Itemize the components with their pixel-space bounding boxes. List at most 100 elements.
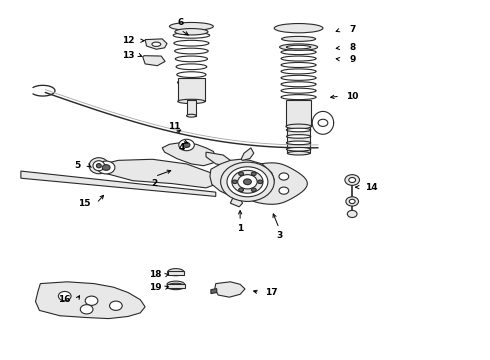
Polygon shape bbox=[162, 143, 216, 166]
Ellipse shape bbox=[287, 141, 311, 145]
Text: 10: 10 bbox=[346, 91, 358, 100]
Ellipse shape bbox=[175, 28, 208, 35]
Text: 14: 14 bbox=[366, 183, 378, 192]
Text: 17: 17 bbox=[266, 288, 278, 297]
Ellipse shape bbox=[174, 48, 208, 54]
Polygon shape bbox=[211, 289, 217, 294]
Text: 12: 12 bbox=[122, 36, 134, 45]
Text: 4: 4 bbox=[178, 143, 185, 152]
Ellipse shape bbox=[167, 281, 185, 288]
Text: 16: 16 bbox=[58, 295, 71, 304]
Circle shape bbox=[183, 143, 190, 148]
Text: 6: 6 bbox=[177, 18, 184, 27]
Text: 2: 2 bbox=[152, 179, 158, 188]
Ellipse shape bbox=[168, 269, 184, 276]
Ellipse shape bbox=[281, 88, 316, 93]
Circle shape bbox=[244, 179, 251, 185]
Ellipse shape bbox=[282, 36, 316, 41]
Ellipse shape bbox=[175, 56, 207, 62]
Ellipse shape bbox=[176, 64, 207, 69]
Ellipse shape bbox=[178, 99, 205, 104]
Bar bbox=[167, 284, 185, 288]
Circle shape bbox=[98, 161, 115, 174]
Ellipse shape bbox=[281, 56, 316, 61]
Ellipse shape bbox=[287, 45, 311, 49]
Ellipse shape bbox=[170, 22, 213, 30]
Circle shape bbox=[345, 175, 360, 185]
Polygon shape bbox=[244, 163, 307, 204]
Ellipse shape bbox=[287, 135, 311, 138]
Polygon shape bbox=[230, 198, 243, 207]
Text: 13: 13 bbox=[122, 51, 134, 60]
Ellipse shape bbox=[97, 163, 101, 168]
Ellipse shape bbox=[281, 75, 316, 80]
Ellipse shape bbox=[152, 42, 161, 46]
Circle shape bbox=[238, 175, 257, 189]
Text: 11: 11 bbox=[168, 122, 181, 131]
Circle shape bbox=[251, 172, 256, 176]
Circle shape bbox=[279, 187, 289, 194]
Bar bbox=[288, 126, 310, 153]
Polygon shape bbox=[206, 152, 230, 166]
Circle shape bbox=[347, 210, 357, 217]
Ellipse shape bbox=[89, 158, 109, 174]
Ellipse shape bbox=[280, 44, 318, 50]
Ellipse shape bbox=[281, 50, 316, 55]
Text: 7: 7 bbox=[349, 26, 355, 35]
Text: 15: 15 bbox=[78, 199, 91, 208]
Text: 8: 8 bbox=[349, 43, 355, 52]
Bar bbox=[286, 100, 311, 126]
Circle shape bbox=[258, 180, 263, 184]
Ellipse shape bbox=[281, 69, 316, 74]
Ellipse shape bbox=[177, 80, 205, 85]
Circle shape bbox=[80, 305, 93, 314]
Circle shape bbox=[220, 162, 274, 202]
Ellipse shape bbox=[286, 124, 311, 129]
Ellipse shape bbox=[287, 148, 311, 151]
Circle shape bbox=[349, 199, 355, 203]
Ellipse shape bbox=[173, 32, 210, 38]
Circle shape bbox=[349, 177, 356, 183]
Bar bbox=[178, 78, 205, 102]
Circle shape bbox=[232, 170, 263, 193]
Bar bbox=[187, 100, 196, 116]
Ellipse shape bbox=[274, 23, 323, 33]
Polygon shape bbox=[241, 148, 254, 160]
Ellipse shape bbox=[177, 72, 206, 77]
Circle shape bbox=[102, 165, 110, 170]
Ellipse shape bbox=[288, 152, 310, 155]
Polygon shape bbox=[96, 159, 218, 188]
Text: 5: 5 bbox=[74, 161, 80, 170]
Polygon shape bbox=[145, 39, 167, 49]
Text: 3: 3 bbox=[276, 231, 282, 240]
Ellipse shape bbox=[167, 283, 185, 290]
Text: 18: 18 bbox=[148, 270, 161, 279]
Circle shape bbox=[279, 173, 289, 180]
Circle shape bbox=[239, 172, 244, 176]
Polygon shape bbox=[215, 282, 245, 297]
Circle shape bbox=[318, 119, 328, 126]
Circle shape bbox=[346, 197, 359, 206]
Circle shape bbox=[251, 188, 256, 192]
Ellipse shape bbox=[187, 114, 196, 117]
Polygon shape bbox=[35, 282, 145, 319]
Ellipse shape bbox=[281, 82, 316, 87]
Circle shape bbox=[227, 167, 268, 197]
Polygon shape bbox=[210, 159, 274, 199]
Circle shape bbox=[255, 173, 265, 180]
Ellipse shape bbox=[281, 95, 316, 100]
Polygon shape bbox=[21, 171, 216, 197]
Circle shape bbox=[110, 301, 122, 310]
Ellipse shape bbox=[287, 128, 311, 132]
Polygon shape bbox=[143, 56, 165, 66]
Circle shape bbox=[179, 139, 195, 151]
Bar bbox=[168, 271, 184, 275]
Text: 19: 19 bbox=[148, 283, 161, 292]
Ellipse shape bbox=[93, 161, 105, 171]
Circle shape bbox=[239, 188, 244, 192]
Circle shape bbox=[232, 180, 237, 184]
Circle shape bbox=[58, 292, 71, 301]
Text: 9: 9 bbox=[349, 55, 355, 64]
Text: 1: 1 bbox=[237, 224, 243, 233]
Ellipse shape bbox=[174, 40, 209, 46]
